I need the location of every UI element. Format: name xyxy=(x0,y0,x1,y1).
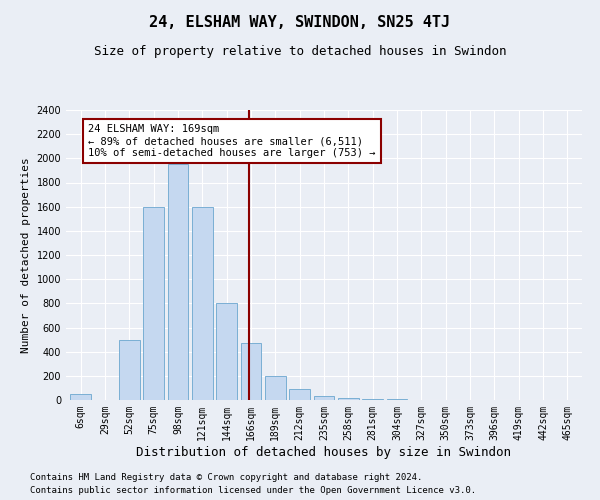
Bar xyxy=(338,398,359,400)
Text: 24 ELSHAM WAY: 169sqm
← 89% of detached houses are smaller (6,511)
10% of semi-d: 24 ELSHAM WAY: 169sqm ← 89% of detached … xyxy=(88,124,376,158)
Bar xyxy=(241,342,262,400)
X-axis label: Distribution of detached houses by size in Swindon: Distribution of detached houses by size … xyxy=(137,446,511,458)
Bar xyxy=(289,389,310,400)
Bar xyxy=(216,304,237,400)
Bar xyxy=(192,206,212,400)
Bar xyxy=(314,396,334,400)
Bar xyxy=(167,164,188,400)
Bar xyxy=(143,206,164,400)
Y-axis label: Number of detached properties: Number of detached properties xyxy=(21,157,31,353)
Text: 24, ELSHAM WAY, SWINDON, SN25 4TJ: 24, ELSHAM WAY, SWINDON, SN25 4TJ xyxy=(149,15,451,30)
Bar xyxy=(119,340,140,400)
Text: Contains public sector information licensed under the Open Government Licence v3: Contains public sector information licen… xyxy=(30,486,476,495)
Bar xyxy=(70,394,91,400)
Text: Contains HM Land Registry data © Crown copyright and database right 2024.: Contains HM Land Registry data © Crown c… xyxy=(30,474,422,482)
Bar xyxy=(265,376,286,400)
Text: Size of property relative to detached houses in Swindon: Size of property relative to detached ho… xyxy=(94,45,506,58)
